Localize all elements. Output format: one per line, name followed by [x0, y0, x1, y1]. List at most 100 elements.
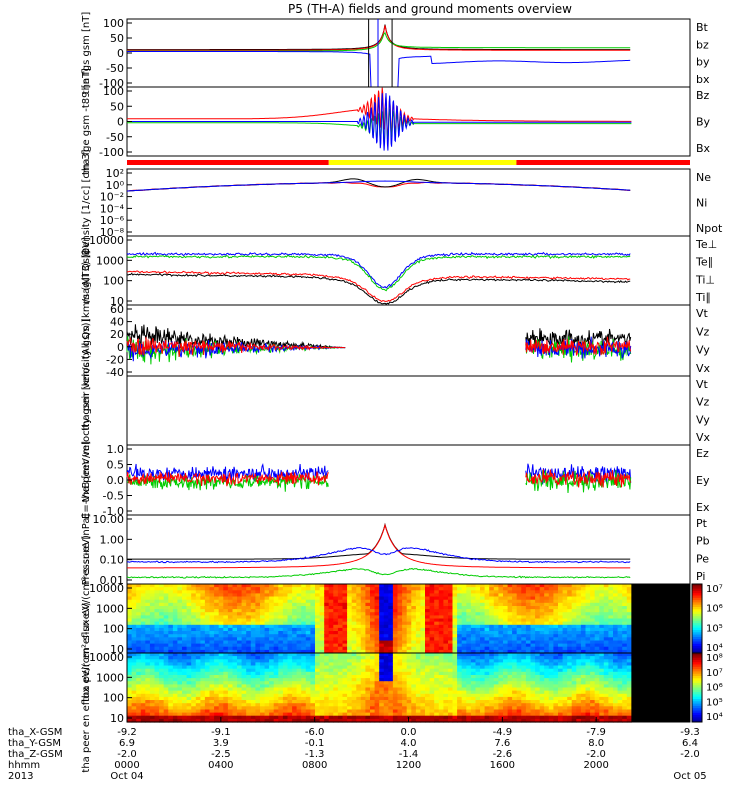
heatmap-cell: [613, 631, 619, 635]
heatmap-cell: [227, 712, 234, 717]
heatmap-cell: [191, 640, 197, 645]
heatmap-cell: [448, 640, 454, 645]
heatmap-cell: [287, 637, 293, 641]
heatmap-cell: [562, 656, 568, 660]
heatmap-cell: [172, 584, 179, 588]
heatmap-cell: [374, 656, 380, 660]
heatmap-cell: [402, 693, 408, 698]
legend-Vx: Vx: [696, 431, 711, 444]
heatmap-cell: [507, 618, 513, 623]
heatmap-cell: [425, 684, 431, 689]
heatmap-cell: [347, 678, 353, 682]
heatmap-cell: [204, 668, 211, 673]
heatmap-cell: [548, 649, 554, 654]
heatmap-cell: [278, 599, 284, 604]
heatmap-cell: [493, 649, 499, 654]
heatmap-cell: [590, 706, 596, 710]
heatmap-cell: [539, 599, 545, 604]
heatmap-cell: [278, 671, 284, 676]
legend-Vy: Vy: [696, 413, 710, 426]
heatmap-cell: [480, 718, 486, 723]
heatmap-cell: [131, 703, 137, 707]
heatmap-cell: [250, 678, 256, 682]
heatmap-cell: [131, 646, 137, 651]
heatmap-cell: [402, 696, 408, 701]
heatmap-cell: [292, 649, 298, 654]
heatmap-cell: [356, 671, 362, 676]
heatmap-cell: [342, 690, 348, 695]
heatmap-cell: [507, 706, 513, 710]
heatmap-cell: [149, 665, 156, 670]
heatmap-cell: [475, 690, 481, 695]
heatmap-cell: [278, 587, 284, 591]
heatmap-cell: [324, 602, 330, 607]
heatmap-cell: [558, 690, 564, 695]
heatmap-cell: [269, 643, 275, 648]
heatmap-cell: [365, 631, 371, 635]
legend-Ne: Ne: [696, 171, 711, 184]
heatmap-cell: [351, 709, 357, 714]
heatmap-cell: [356, 684, 362, 689]
heatmap-cell: [415, 659, 422, 663]
heatmap-cell: [603, 596, 609, 601]
heatmap-cell: [558, 631, 564, 635]
heatmap-cell: [493, 599, 499, 604]
heatmap-cell: [149, 700, 156, 704]
heatmap-cell: [163, 649, 169, 654]
heatmap-cell: [443, 671, 449, 676]
heatmap-cell: [324, 671, 330, 676]
heatmap-cell: [269, 668, 275, 673]
heatmap-cell: [411, 631, 417, 635]
heatmap-cell: [223, 631, 229, 635]
heatmap-cell: [365, 606, 371, 610]
heatmap-cell: [310, 715, 316, 720]
legend-by: by: [696, 56, 710, 69]
heatmap-cell: [475, 590, 481, 594]
heatmap-cell: [594, 700, 600, 704]
heatmap-cell: [415, 584, 422, 588]
heatmap-cell: [438, 675, 444, 679]
heatmap-cell: [397, 671, 403, 676]
heatmap-cell: [415, 656, 422, 660]
heatmap-cell: [613, 596, 619, 601]
heatmap-cell: [292, 675, 298, 679]
heatmap-cell: [443, 631, 449, 635]
heatmap-cell: [402, 596, 408, 601]
heatmap-cell: [626, 599, 632, 604]
heatmap-cell: [429, 668, 435, 673]
heatmap-cell: [305, 700, 311, 704]
heatmap-cell: [360, 718, 366, 723]
heatmap-cell: [328, 715, 334, 720]
heatmap-cell: [503, 687, 509, 692]
heatmap-cell: [347, 631, 353, 635]
heatmap-cell: [264, 627, 270, 632]
heatmap-cell: [347, 696, 353, 701]
heatmap-cell: [411, 659, 417, 663]
heatmap-cell: [191, 703, 197, 707]
heatmap-cell: [356, 675, 362, 679]
heatmap-cell: [337, 646, 344, 651]
heatmap-cell: [273, 709, 279, 714]
heatmap-cell: [484, 621, 490, 626]
heatmap-cell: [159, 609, 165, 613]
heatmap-cell: [282, 637, 289, 641]
heatmap-cell: [599, 609, 605, 613]
heatmap-cell: [333, 627, 339, 632]
heatmap-cell: [328, 675, 334, 679]
heatmap-cell: [154, 656, 160, 660]
heatmap-cell: [613, 634, 619, 638]
heatmap-cell: [567, 684, 573, 689]
heatmap-cell: [535, 624, 541, 629]
heatmap-cell: [379, 678, 385, 682]
heatmap-cell: [163, 684, 169, 689]
heatmap-cell: [296, 675, 302, 679]
heatmap-cell: [301, 649, 307, 654]
heatmap-cell: [260, 709, 266, 714]
heatmap-cell: [562, 687, 568, 692]
heatmap-cell: [351, 703, 357, 707]
heatmap-cell: [608, 587, 614, 591]
heatmap-cell: [571, 656, 577, 660]
heatmap-cell: [429, 587, 435, 591]
heatmap-cell: [516, 696, 522, 701]
heatmap-cell: [383, 646, 389, 651]
